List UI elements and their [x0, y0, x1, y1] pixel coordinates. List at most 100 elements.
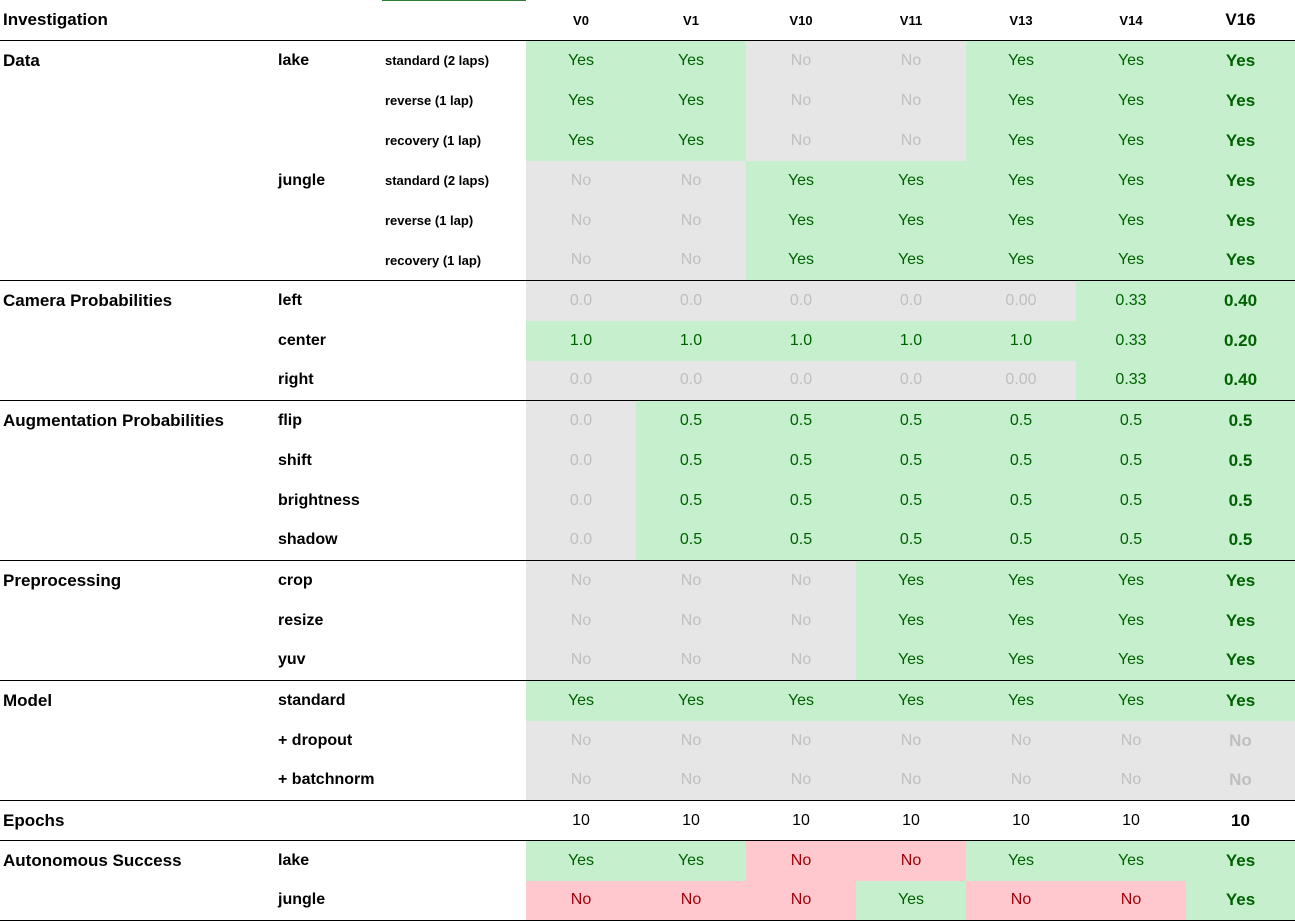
value-cell: Yes [966, 240, 1076, 281]
value-cell: Yes [966, 640, 1076, 681]
value-cell: Yes [856, 160, 966, 201]
section-label [0, 640, 275, 681]
section-label [0, 201, 275, 241]
subsection-label: yuv [275, 640, 382, 681]
table-row: shadow 0.0 0.5 0.5 0.5 0.5 0.5 0.5 [0, 520, 1295, 561]
value-cell: 0.5 [1186, 480, 1295, 521]
value-cell: Yes [856, 560, 966, 601]
value-cell: Yes [636, 840, 746, 881]
detail-label [382, 561, 526, 601]
detail-label [382, 721, 526, 761]
detail-label [382, 520, 526, 561]
section-label: Data [3, 50, 40, 70]
section-label [0, 481, 275, 521]
value-cell: Yes [966, 40, 1076, 81]
value-cell: 0.0 [746, 360, 856, 401]
value-cell: 10 [526, 800, 636, 841]
table-row: shift 0.0 0.5 0.5 0.5 0.5 0.5 0.5 [0, 440, 1295, 481]
value-cell: No [526, 160, 636, 201]
blank-header [275, 0, 382, 41]
section-label [0, 81, 275, 121]
value-cell: 0.5 [1076, 520, 1186, 561]
value-cell: Yes [636, 40, 746, 81]
value-cell: Yes [856, 640, 966, 681]
value-cell: 0.33 [1076, 320, 1186, 361]
section-label: Autonomous Success [3, 850, 182, 870]
value-cell: Yes [1186, 680, 1295, 721]
value-cell: 0.00 [966, 360, 1076, 401]
subsection-label: center [278, 331, 327, 349]
section-label [0, 441, 275, 481]
value-cell: No [636, 240, 746, 281]
section-label: Preprocessing [3, 570, 122, 590]
value-cell: 0.5 [746, 480, 856, 521]
section-label: Epochs [0, 800, 275, 841]
table-body: Data lake standard (2 laps) Yes Yes No No Yes Ye… [0, 40, 1295, 921]
section-label [0, 161, 275, 201]
value-cell: No [526, 880, 636, 921]
value-cell: Yes [1186, 840, 1295, 881]
detail-label [382, 681, 526, 721]
value-cell: Yes [1076, 560, 1186, 601]
value-cell: No [636, 720, 746, 761]
section-label [0, 721, 275, 761]
value-cell: No [966, 720, 1076, 761]
value-cell: No [856, 760, 966, 801]
value-cell: 0.5 [966, 440, 1076, 481]
detail-label [382, 321, 526, 361]
version-header: V0 [526, 0, 636, 41]
table-row: center 1.0 1.0 1.0 1.0 1.0 0.33 0.20 [0, 320, 1295, 361]
section-label [0, 321, 275, 361]
version-header: V14 [1076, 0, 1186, 41]
value-cell: No [966, 760, 1076, 801]
value-cell: 0.5 [1186, 400, 1295, 441]
value-cell: No [746, 560, 856, 601]
value-cell: Yes [1186, 600, 1295, 641]
value-cell: No [746, 720, 856, 761]
value-cell: 10 [1186, 800, 1295, 841]
version-header: V10 [746, 0, 856, 41]
value-cell: Yes [526, 120, 636, 161]
table-row: recovery (1 lap) Yes Yes No No Yes Yes Yes [0, 120, 1295, 161]
value-cell: 0.5 [856, 520, 966, 561]
table-row: + batchnorm No No No No No No No [0, 760, 1295, 801]
section-label [0, 601, 275, 641]
table-row: jungle No No No Yes No No Yes [0, 880, 1295, 921]
value-cell: 0.5 [636, 440, 746, 481]
version-header: V1 [636, 0, 746, 41]
value-cell: No [746, 880, 856, 921]
value-cell: Yes [966, 680, 1076, 721]
detail-label [382, 481, 526, 521]
detail-label [382, 281, 526, 321]
value-cell: 10 [636, 800, 746, 841]
detail-label [382, 800, 526, 841]
version-header: V16 [1186, 0, 1295, 41]
section-label: Camera Probabilities [3, 290, 173, 310]
value-cell: 0.20 [1186, 320, 1295, 361]
value-cell: 1.0 [746, 320, 856, 361]
value-cell: Yes [966, 600, 1076, 641]
value-cell: No [856, 720, 966, 761]
value-cell: 0.5 [856, 400, 966, 441]
subsection-label [275, 121, 382, 161]
value-cell: Yes [526, 80, 636, 121]
value-cell: Yes [966, 120, 1076, 161]
detail-label [382, 601, 526, 641]
value-cell: 0.5 [1186, 440, 1295, 481]
subsection-label: standard [278, 691, 346, 709]
subsection-label: shadow [275, 520, 382, 561]
subsection-label: lake [278, 51, 310, 69]
value-cell: 0.0 [526, 280, 636, 321]
subsection-label: lake [278, 851, 310, 869]
section-label [0, 240, 275, 281]
section-label [0, 121, 275, 161]
detail-label [382, 360, 526, 401]
value-cell: 0.0 [636, 280, 746, 321]
value-cell: Yes [1076, 600, 1186, 641]
table-row: Model standard Yes Yes Yes Yes Yes Yes Yes [0, 680, 1295, 721]
value-cell: Yes [856, 600, 966, 641]
section-label [0, 880, 275, 921]
subsection-label: shift [278, 451, 312, 469]
table-row: brightness 0.0 0.5 0.5 0.5 0.5 0.5 0.5 [0, 480, 1295, 521]
value-cell: No [746, 120, 856, 161]
